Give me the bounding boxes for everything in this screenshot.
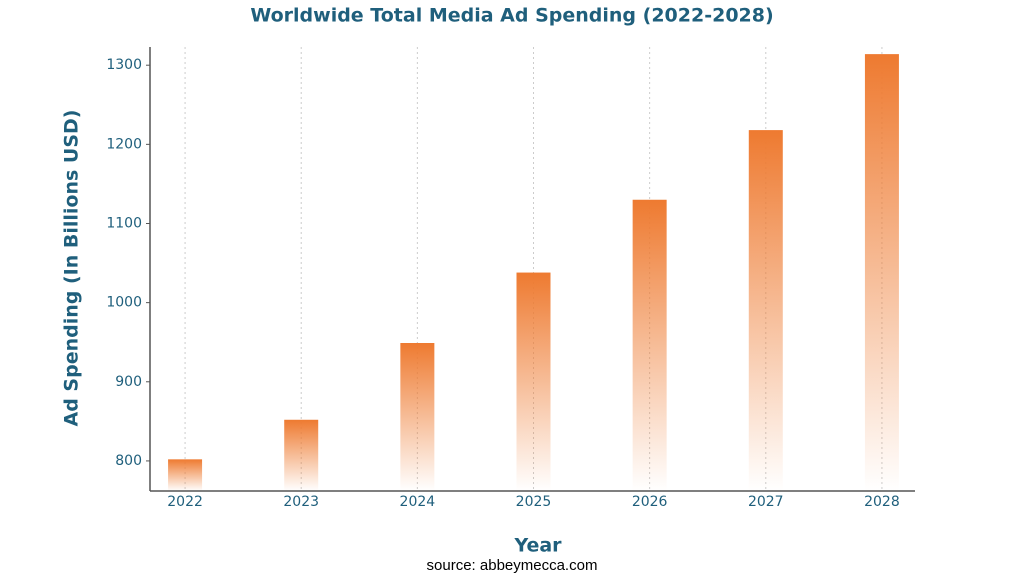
x-tick-label: 2025 [516,494,552,510]
bar [632,199,667,491]
x-tick-label: 2022 [167,494,203,510]
bar [748,130,783,491]
y-tick-label: 1000 [106,295,142,311]
bar [284,419,319,491]
bar [864,54,899,492]
x-tick-label: 2026 [632,494,668,510]
source-note: source: abbeymecca.com [427,557,598,574]
bar [168,459,203,491]
y-axis-title: Ad Spending (In Billions USD) [61,110,83,427]
x-axis-title: Year [513,535,562,557]
x-tick-label: 2023 [283,494,319,510]
x-tick-label: 2028 [864,494,900,510]
y-tick-label: 1300 [106,57,142,73]
x-tick-label: 2027 [748,494,784,510]
bar [400,343,435,491]
y-tick-label: 1200 [106,136,142,152]
chart-title: Worldwide Total Media Ad Spending (2022-… [250,5,773,27]
x-tick-label: 2024 [400,494,436,510]
y-tick-label: 1100 [106,215,142,231]
bars [168,54,899,492]
y-tick-label: 800 [115,453,142,469]
y-tick-label: 900 [115,374,142,390]
bar [516,272,551,491]
